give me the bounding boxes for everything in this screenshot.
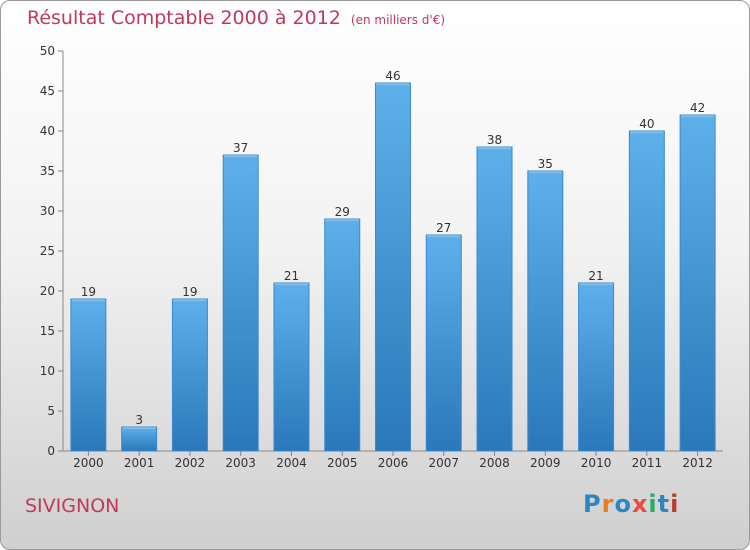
x-tick-label: 2006	[378, 456, 409, 470]
bar	[375, 82, 411, 452]
bar	[70, 298, 107, 452]
y-tick-label: 30	[40, 204, 55, 218]
y-tick-label: 5	[47, 404, 55, 418]
x-tick-label: 2008	[479, 456, 510, 470]
logo-letter: t	[657, 490, 671, 518]
chart-subtitle: (en milliers d'€)	[350, 13, 446, 27]
logo-letter: x	[631, 490, 649, 518]
x-tick-label: 2012	[682, 456, 713, 470]
x-tick-label: 2010	[581, 456, 612, 470]
bar	[222, 154, 259, 452]
data-label: 46	[385, 69, 400, 83]
data-label: 19	[182, 285, 197, 299]
x-tick-label: 2007	[428, 456, 459, 470]
commune-name: SIVIGNON	[25, 495, 120, 517]
logo-letter: i	[648, 490, 658, 518]
y-tick-label: 25	[40, 244, 55, 258]
data-label: 42	[690, 101, 705, 115]
x-tick-label: 2004	[276, 456, 307, 470]
chart-title: Résultat Comptable 2000 à 2012 (en millie…	[27, 7, 445, 29]
x-tick-label: 2003	[225, 456, 256, 470]
y-tick-label: 15	[40, 324, 55, 338]
x-tick-label: 2000	[73, 456, 104, 470]
data-label: 19	[81, 285, 96, 299]
data-label: 21	[284, 269, 299, 283]
data-label: 35	[538, 157, 553, 171]
bar	[476, 146, 513, 452]
proxiti-logo[interactable]: Proxiti	[583, 490, 679, 518]
data-label: 29	[335, 205, 350, 219]
bar	[425, 234, 462, 452]
data-label: 38	[487, 133, 502, 147]
y-tick-label: 20	[40, 284, 55, 298]
bar	[171, 298, 208, 452]
logo-letter: i	[670, 490, 680, 518]
y-tick-label: 0	[47, 444, 55, 458]
x-tick-label: 2002	[175, 456, 206, 470]
chart-title-text: Résultat Comptable 2000 à 2012	[27, 7, 341, 29]
bar	[578, 282, 615, 452]
y-tick-label: 45	[40, 84, 55, 98]
bar	[273, 282, 310, 452]
logo-letter: r	[601, 490, 615, 518]
data-label: 27	[436, 221, 451, 235]
x-tick-label: 2009	[530, 456, 561, 470]
bars: 19 3 19 37 21 29 46 27 38 35 21 40 42	[70, 69, 716, 452]
x-tick-label: 2001	[124, 456, 155, 470]
bar	[527, 170, 564, 452]
y-tick-label: 50	[40, 44, 55, 58]
y-tick-label: 35	[40, 164, 55, 178]
x-tick-label: 2005	[327, 456, 358, 470]
logo-letter: P	[583, 490, 602, 518]
data-label: 3	[135, 413, 143, 427]
y-tick-label: 40	[40, 124, 55, 138]
x-tick-label: 2011	[632, 456, 663, 470]
data-label: 40	[639, 117, 654, 131]
y-tick-label: 10	[40, 364, 55, 378]
data-label: 21	[588, 269, 603, 283]
data-label: 37	[233, 141, 248, 155]
bar	[121, 426, 158, 452]
bar	[324, 218, 361, 452]
bar	[628, 130, 665, 452]
bar	[679, 114, 716, 452]
logo-letter: o	[614, 490, 632, 518]
